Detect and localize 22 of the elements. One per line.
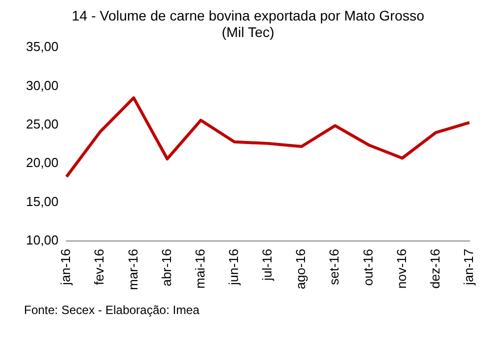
y-tick-label: 35,00 — [26, 39, 59, 54]
source-note: Fonte: Secex - Elaboração: Imea — [24, 303, 200, 317]
x-tick-label: jan-16 — [58, 248, 74, 286]
x-tick-label: set-16 — [326, 248, 342, 285]
x-tick-label: mar-16 — [125, 248, 140, 290]
x-tick-label: ago-16 — [293, 248, 308, 290]
x-tick-label: nov-16 — [394, 248, 409, 289]
y-tick-label: 30,00 — [26, 78, 59, 93]
x-tick-label: abr-16 — [158, 248, 174, 286]
y-tick-label: 10,00 — [26, 232, 59, 248]
x-tick-label: out-16 — [360, 248, 376, 286]
x-tick-label: jan-17 — [460, 248, 476, 286]
y-tick-label: 15,00 — [26, 194, 59, 209]
x-tick-label: dez-16 — [427, 248, 442, 289]
x-tick-label: jul-16 — [260, 248, 275, 282]
y-tick-label: 25,00 — [26, 116, 59, 132]
text: 14 - Volume de carne bovina exportada por Mato Grosso — [72, 7, 424, 24]
text: (Mil Tec) — [222, 24, 274, 40]
x-tick-label: mai-16 — [192, 248, 208, 289]
x-tick-label: fev-16 — [92, 248, 107, 285]
y-tick-label: 20,00 — [26, 155, 59, 170]
x-tick-label: jun-16 — [226, 248, 241, 286]
